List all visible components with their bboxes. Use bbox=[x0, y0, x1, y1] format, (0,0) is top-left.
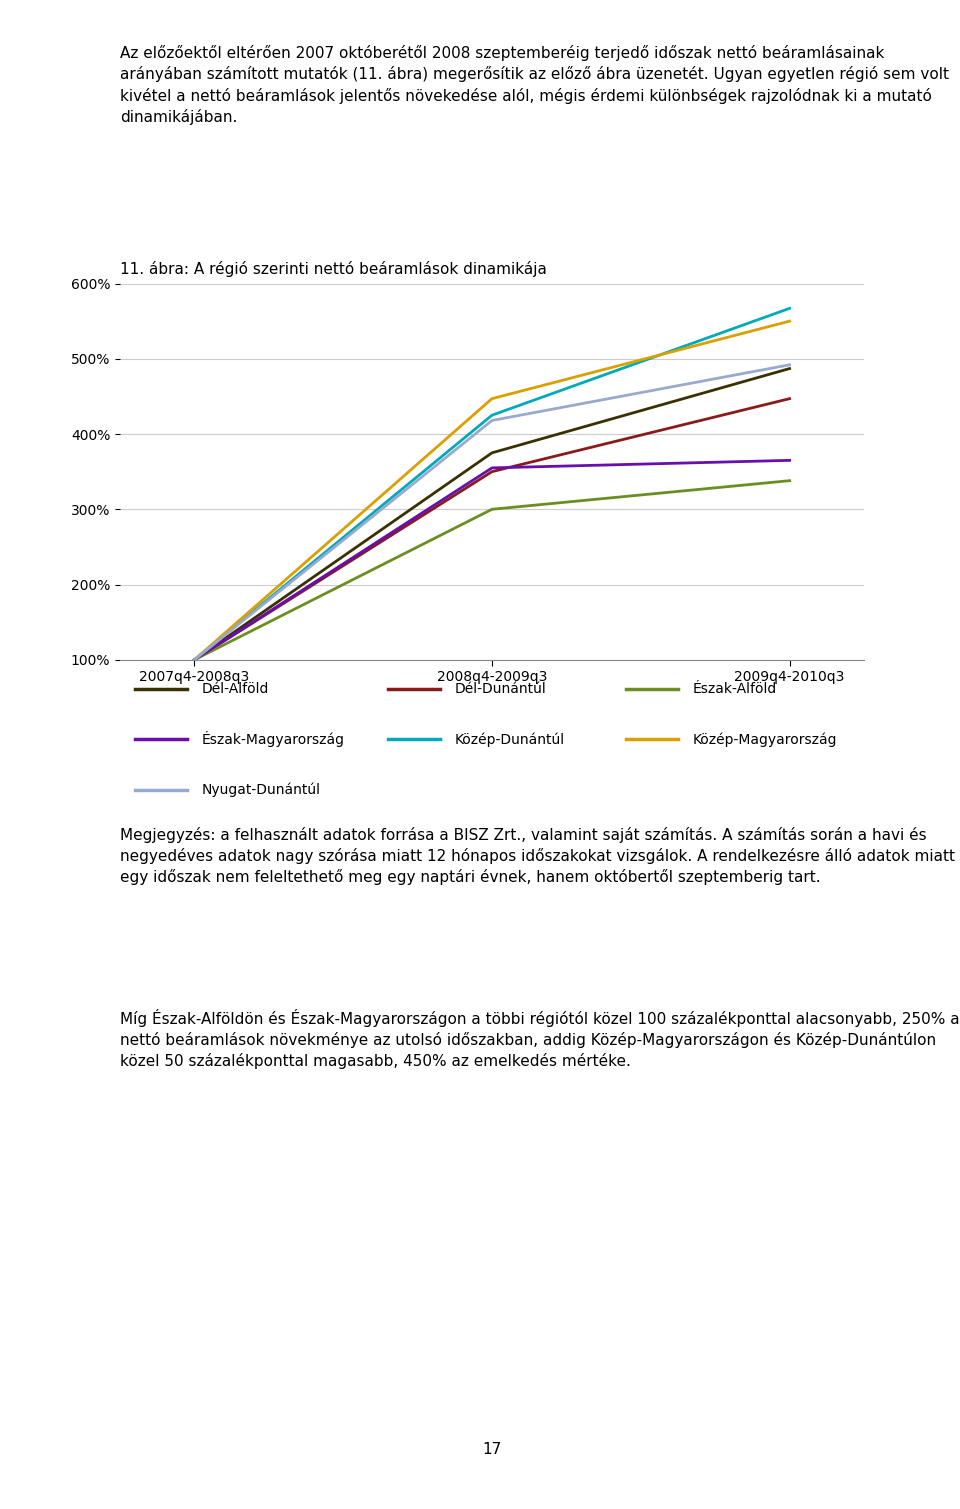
Text: 11. ábra: A régió szerinti nettó beáramlások dinamikája: 11. ábra: A régió szerinti nettó beáraml… bbox=[120, 261, 547, 278]
Észak-Magyarország bbox=[188, 650, 201, 668]
Text: Nyugat-Dunántúl: Nyugat-Dunántúl bbox=[202, 783, 321, 797]
Közép-Dunántúl bbox=[188, 650, 201, 668]
Dél-Alföld bbox=[486, 444, 497, 462]
Közép-Dunántúl bbox=[486, 406, 497, 424]
Text: Észak-Magyarország: Észak-Magyarország bbox=[202, 732, 345, 747]
Text: Dél-Alföld: Dél-Alföld bbox=[202, 682, 269, 696]
Line: Közép-Dunántúl: Közép-Dunántúl bbox=[194, 308, 789, 659]
Dél-Alföld bbox=[188, 650, 201, 668]
Line: Közép-Magyarország: Közép-Magyarország bbox=[194, 321, 789, 659]
Text: Míg Észak-Alföldön és Észak-Magyarországon a többi régiótól közel 100 százalékpo: Míg Észak-Alföldön és Észak-Magyarország… bbox=[120, 1010, 960, 1070]
Közép-Dunántúl bbox=[783, 299, 795, 317]
Észak-Magyarország bbox=[783, 451, 795, 469]
Line: Dél-Dunántúl: Dél-Dunántúl bbox=[194, 398, 789, 659]
Nyugat-Dunántúl bbox=[188, 650, 201, 668]
Dél-Dunántúl bbox=[188, 650, 201, 668]
Text: Dél-Dunántúl: Dél-Dunántúl bbox=[455, 682, 546, 696]
Line: Észak-Magyarország: Észak-Magyarország bbox=[194, 460, 789, 659]
Dél-Dunántúl bbox=[783, 389, 795, 407]
Nyugat-Dunántúl bbox=[486, 412, 497, 430]
Közép-Magyarország bbox=[188, 650, 201, 668]
Nyugat-Dunántúl bbox=[783, 356, 795, 374]
Észak-Alföld bbox=[486, 499, 497, 518]
Line: Nyugat-Dunántúl: Nyugat-Dunántúl bbox=[194, 365, 789, 659]
Text: Közép-Magyarország: Közép-Magyarország bbox=[693, 732, 837, 747]
Észak-Magyarország bbox=[486, 459, 497, 477]
Közép-Magyarország bbox=[486, 389, 497, 407]
Közép-Magyarország bbox=[783, 312, 795, 330]
Text: Közép-Dunántúl: Közép-Dunántúl bbox=[455, 732, 564, 747]
Text: 17: 17 bbox=[482, 1443, 502, 1458]
Text: Észak-Alföld: Észak-Alföld bbox=[693, 682, 778, 696]
Dél-Dunántúl bbox=[486, 463, 497, 481]
Line: Észak-Alföld: Észak-Alföld bbox=[194, 481, 789, 659]
Észak-Alföld bbox=[783, 472, 795, 490]
Text: Megjegyzés: a felhasznált adatok forrása a BISZ Zrt., valamint saját számítás. A: Megjegyzés: a felhasznált adatok forrása… bbox=[120, 827, 955, 886]
Line: Dél-Alföld: Dél-Alföld bbox=[194, 368, 789, 659]
Text: Az előzőektől eltérően 2007 októberétől 2008 szeptemberéig terjedő időszak nettó: Az előzőektől eltérően 2007 októberétől … bbox=[120, 45, 949, 125]
Dél-Alföld bbox=[783, 359, 795, 377]
Észak-Alföld bbox=[188, 650, 201, 668]
